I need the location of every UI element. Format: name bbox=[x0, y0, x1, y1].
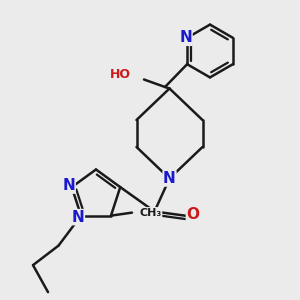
Text: N: N bbox=[179, 30, 192, 45]
Text: O: O bbox=[186, 207, 200, 222]
Text: HO: HO bbox=[110, 68, 130, 82]
Text: N: N bbox=[62, 178, 75, 193]
Text: N: N bbox=[163, 171, 176, 186]
Text: N: N bbox=[72, 210, 84, 225]
Text: CH₃: CH₃ bbox=[140, 208, 162, 218]
